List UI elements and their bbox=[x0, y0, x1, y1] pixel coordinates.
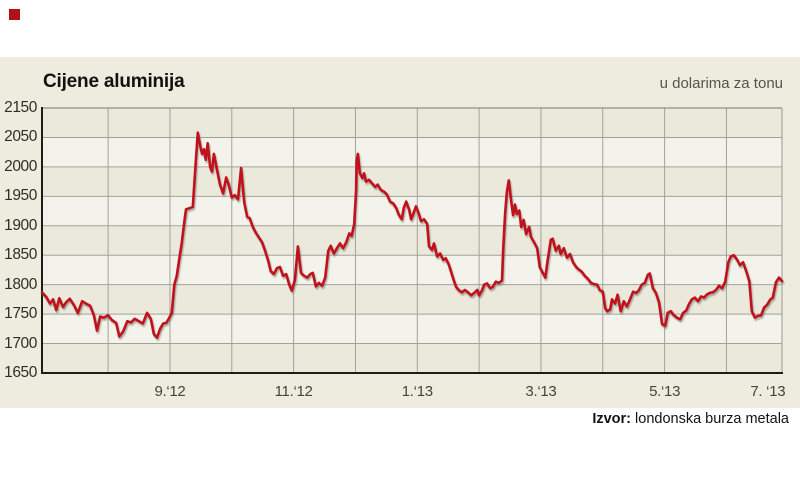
source-line: Izvor: londonska burza metala bbox=[592, 411, 789, 427]
source-text: londonska burza metala bbox=[631, 411, 789, 427]
y-tick-label: 2150 bbox=[4, 99, 37, 116]
x-tick-label: 1.‘13 bbox=[401, 383, 433, 400]
y-tick-label: 1750 bbox=[4, 305, 37, 323]
x-tick-label: 11.‘12 bbox=[274, 383, 313, 400]
y-tick-label: 2050 bbox=[4, 128, 37, 146]
x-tick-label: 7. ‘13 bbox=[750, 383, 786, 400]
y-tick-label: 1800 bbox=[4, 275, 37, 293]
y-tick-label: 1950 bbox=[4, 187, 37, 205]
corner-red-square-icon bbox=[9, 9, 20, 20]
x-tick-label: 5.‘13 bbox=[649, 383, 681, 400]
chart-title: Cijene aluminija bbox=[43, 71, 185, 92]
y-tick-label: 1650 bbox=[4, 364, 37, 381]
y-tick-label: 1850 bbox=[4, 246, 37, 264]
chart-panel bbox=[0, 57, 800, 408]
x-tick-label: 9.‘12 bbox=[154, 383, 186, 400]
y-tick-label: 1900 bbox=[4, 216, 37, 234]
source-label: Izvor: bbox=[592, 411, 631, 427]
unit-note: u dolarima za tonu bbox=[659, 75, 783, 92]
y-tick-label: 2000 bbox=[4, 157, 37, 175]
y-tick-label: 1700 bbox=[4, 334, 37, 352]
x-tick-label: 3.‘13 bbox=[525, 383, 557, 400]
